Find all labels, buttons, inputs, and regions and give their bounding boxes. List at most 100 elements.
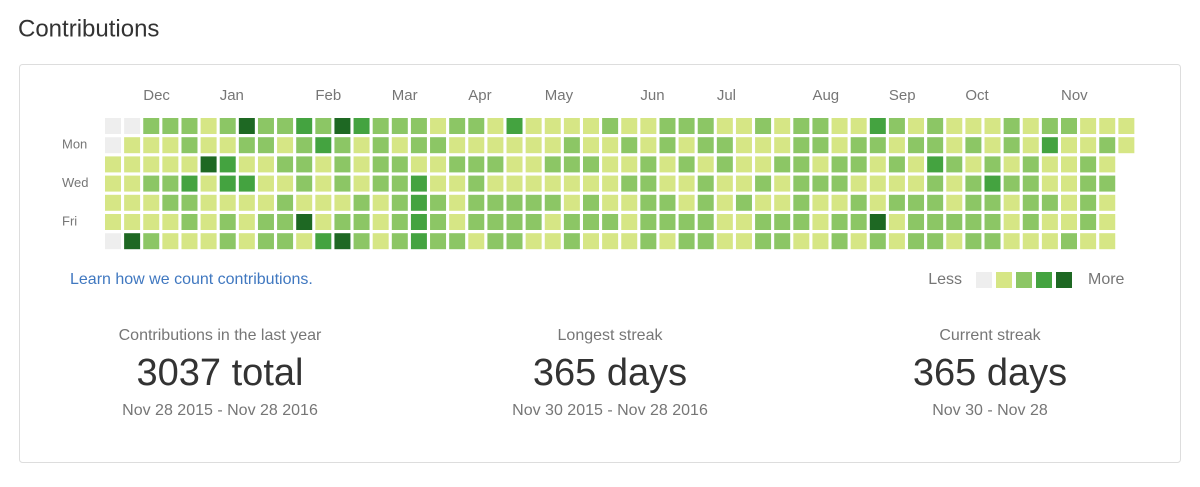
day-cell	[869, 156, 886, 173]
legend-more: More	[1088, 271, 1125, 288]
day-cell	[621, 214, 638, 230]
day-cell	[525, 214, 542, 230]
day-cell	[640, 194, 657, 211]
day-cell	[162, 194, 179, 211]
day-cell	[487, 118, 504, 134]
day-cell	[391, 156, 408, 173]
day-cell	[124, 156, 141, 173]
day-cell	[334, 118, 351, 134]
day-cell	[277, 214, 294, 230]
day-cell	[697, 175, 714, 192]
day-cell	[391, 214, 408, 230]
day-cell	[315, 156, 332, 173]
day-cell	[965, 214, 982, 230]
day-cell	[487, 175, 504, 192]
day-cell	[755, 118, 772, 134]
day-cell	[181, 214, 198, 230]
stat-range: Nov 30 - Nov 28	[932, 402, 1048, 419]
day-cell	[812, 194, 829, 211]
day-cell	[449, 194, 466, 211]
day-cell	[506, 194, 523, 211]
day-cell	[487, 233, 504, 250]
day-cell	[831, 194, 848, 211]
day-cell	[430, 118, 447, 134]
month-label: Mar	[392, 87, 418, 104]
day-cell	[487, 214, 504, 230]
day-cell	[965, 137, 982, 154]
day-cell	[812, 156, 829, 173]
day-cell	[238, 175, 255, 192]
day-cell	[506, 214, 523, 230]
day-cell	[391, 194, 408, 211]
day-cell	[946, 175, 963, 192]
day-cell	[659, 214, 676, 230]
day-cell	[1080, 156, 1097, 173]
day-cell	[621, 233, 638, 250]
day-cell	[181, 156, 198, 173]
day-cell	[678, 175, 695, 192]
day-cell	[908, 118, 925, 134]
day-cell	[1080, 137, 1097, 154]
day-cell	[583, 137, 599, 154]
day-cell	[1080, 118, 1097, 134]
day-cell	[372, 194, 389, 211]
day-cell	[621, 118, 638, 134]
day-cell	[583, 156, 599, 173]
day-cell	[238, 214, 255, 230]
day-cell	[277, 175, 294, 192]
day-cell	[449, 214, 466, 230]
stat-range: Nov 30 2015 - Nov 28 2016	[512, 402, 708, 419]
day-cell	[602, 118, 619, 134]
day-cell	[888, 233, 905, 250]
month-label: May	[545, 87, 574, 104]
day-cell	[793, 118, 810, 134]
day-cell	[621, 175, 638, 192]
day-cell	[257, 233, 274, 250]
day-cell	[143, 137, 160, 154]
stat-value: 3037 total	[137, 352, 304, 394]
day-cell	[124, 214, 141, 230]
day-cell	[124, 118, 141, 134]
legend-less: Less	[928, 271, 962, 288]
day-cell	[793, 214, 810, 230]
day-cell	[277, 156, 294, 173]
day-cell	[716, 156, 733, 173]
day-cell	[659, 156, 676, 173]
day-cell	[716, 214, 733, 230]
day-cell	[716, 118, 733, 134]
day-cell	[735, 156, 752, 173]
day-cell	[430, 175, 447, 192]
day-cell	[946, 214, 963, 230]
day-cell	[1061, 137, 1077, 154]
day-cell	[563, 194, 580, 211]
help-link[interactable]: Learn how we count contributions.	[70, 271, 313, 288]
day-cell	[391, 233, 408, 250]
day-cell	[774, 156, 791, 173]
day-cell	[831, 233, 848, 250]
day-cell	[563, 233, 580, 250]
day-label: Fri	[62, 213, 77, 228]
day-cell	[984, 194, 1001, 211]
day-cell	[946, 118, 963, 134]
day-cell	[1003, 194, 1020, 211]
day-cell	[869, 137, 886, 154]
day-cell	[506, 156, 523, 173]
day-cell	[353, 156, 370, 173]
day-cell	[908, 194, 925, 211]
day-cell	[257, 175, 274, 192]
day-cell	[1003, 214, 1020, 230]
day-cell	[1041, 175, 1058, 192]
day-cell	[468, 156, 485, 173]
legend-swatch	[1056, 272, 1072, 288]
day-cell	[984, 214, 1001, 230]
day-cell	[563, 156, 580, 173]
day-cell	[927, 233, 944, 250]
day-cell	[1022, 156, 1039, 173]
day-cell	[965, 156, 982, 173]
day-cell	[640, 156, 657, 173]
stat-label: Contributions in the last year	[119, 327, 322, 344]
day-cell	[143, 118, 160, 134]
day-cell	[946, 233, 963, 250]
day-cell	[774, 194, 791, 211]
day-cell	[257, 137, 274, 154]
